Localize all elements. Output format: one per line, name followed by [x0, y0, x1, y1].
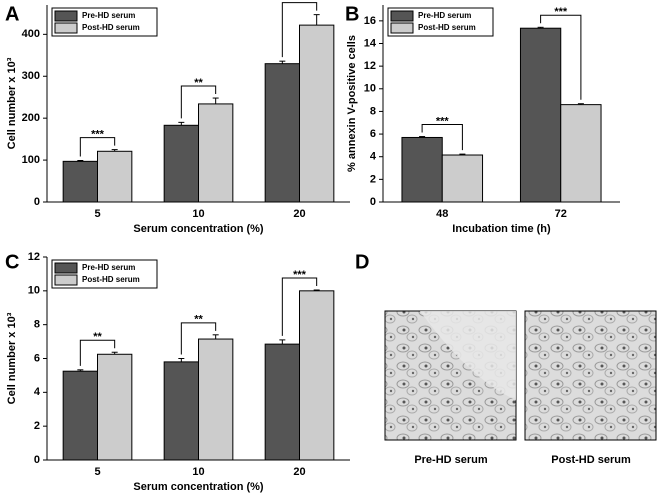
significance-bracket [281, 2, 318, 58]
bar [163, 124, 200, 203]
legend-swatch [54, 10, 78, 22]
panel-label: C [5, 251, 19, 273]
x-tick-label: 20 [293, 208, 305, 220]
x-tick-label: 72 [555, 208, 567, 220]
x-tick-label: 48 [436, 208, 448, 220]
legend-label: Pre-HD serum [418, 11, 471, 20]
significance-bracket [540, 14, 582, 100]
bar [560, 104, 602, 203]
x-axis-label: Incubation time (h) [452, 223, 551, 235]
y-tick-label: 300 [22, 70, 40, 82]
x-axis-label: Serum concentration (%) [133, 481, 264, 493]
bar [441, 154, 484, 203]
legend-swatch [390, 10, 414, 22]
x-tick-label: 5 [94, 466, 100, 478]
bar [299, 290, 335, 461]
y-tick-label: 200 [22, 112, 40, 124]
panel-label: D [355, 251, 369, 273]
y-tick-label: 400 [22, 28, 40, 40]
significance-bracket [79, 339, 116, 366]
x-tick-label: 5 [94, 208, 100, 220]
legend-label: Post-HD serum [418, 23, 476, 32]
bar [264, 63, 301, 203]
image-caption: Post-HD serum [551, 454, 631, 466]
significance-label: ** [194, 77, 203, 89]
image-caption: Pre-HD serum [414, 454, 488, 466]
bar [401, 136, 443, 203]
y-tick-label: 4 [34, 386, 41, 398]
significance-bracket [180, 85, 217, 119]
legend-label: Pre-HD serum [82, 263, 135, 272]
significance-bracket [180, 322, 217, 355]
significance-bracket [421, 124, 463, 151]
y-axis-label: % annexin V-positive cells [346, 35, 358, 172]
bar [97, 150, 133, 203]
y-tick-label: 10 [28, 285, 40, 297]
bar [198, 338, 234, 461]
bar [519, 27, 562, 203]
significance-label: ** [194, 314, 203, 326]
legend-swatch [390, 22, 414, 34]
y-tick-label: 2 [34, 420, 40, 432]
y-tick-label: 12 [28, 251, 40, 263]
y-axis-label: Cell number x 10³ [6, 57, 18, 149]
bar [163, 361, 200, 461]
significance-label: ** [93, 331, 102, 343]
bar [264, 343, 301, 461]
legend-swatch [54, 274, 78, 286]
bar [198, 103, 234, 203]
panel-label: B [345, 3, 359, 25]
legend-swatch [54, 22, 78, 34]
y-tick-label: 6 [34, 352, 40, 364]
x-tick-label: 20 [293, 466, 305, 478]
micrograph [524, 310, 657, 441]
legend-label: Post-HD serum [82, 23, 140, 32]
y-tick-label: 16 [364, 15, 376, 27]
legend-label: Pre-HD serum [82, 11, 135, 20]
significance-label: *** [436, 115, 450, 127]
legend-label: Post-HD serum [82, 275, 140, 284]
x-tick-label: 10 [192, 208, 204, 220]
y-tick-label: 14 [364, 37, 377, 49]
y-tick-label: 2 [370, 173, 376, 185]
y-tick-label: 8 [34, 319, 40, 331]
y-axis-label: Cell number x 10³ [6, 312, 18, 404]
bar [62, 160, 98, 203]
bar [62, 370, 98, 461]
y-tick-label: 0 [34, 454, 40, 466]
y-tick-label: 100 [22, 154, 40, 166]
significance-label: *** [293, 269, 307, 281]
x-tick-label: 10 [192, 466, 204, 478]
y-tick-label: 0 [370, 196, 376, 208]
x-axis-label: Serum concentration (%) [133, 223, 264, 235]
legend-swatch [54, 262, 78, 274]
bar [97, 353, 133, 461]
panel-label: A [5, 3, 19, 25]
significance-bracket [281, 277, 318, 336]
cell-free-area [420, 311, 516, 400]
significance-label: *** [554, 6, 568, 18]
bar [299, 24, 335, 203]
y-tick-label: 12 [364, 60, 376, 72]
y-tick-label: 6 [370, 128, 376, 140]
significance-label: *** [293, 0, 307, 6]
significance-bracket [79, 137, 116, 157]
y-tick-label: 4 [370, 151, 377, 163]
significance-label: *** [91, 129, 105, 141]
y-tick-label: 10 [364, 83, 376, 95]
y-tick-label: 0 [34, 196, 40, 208]
y-tick-label: 8 [370, 105, 376, 117]
